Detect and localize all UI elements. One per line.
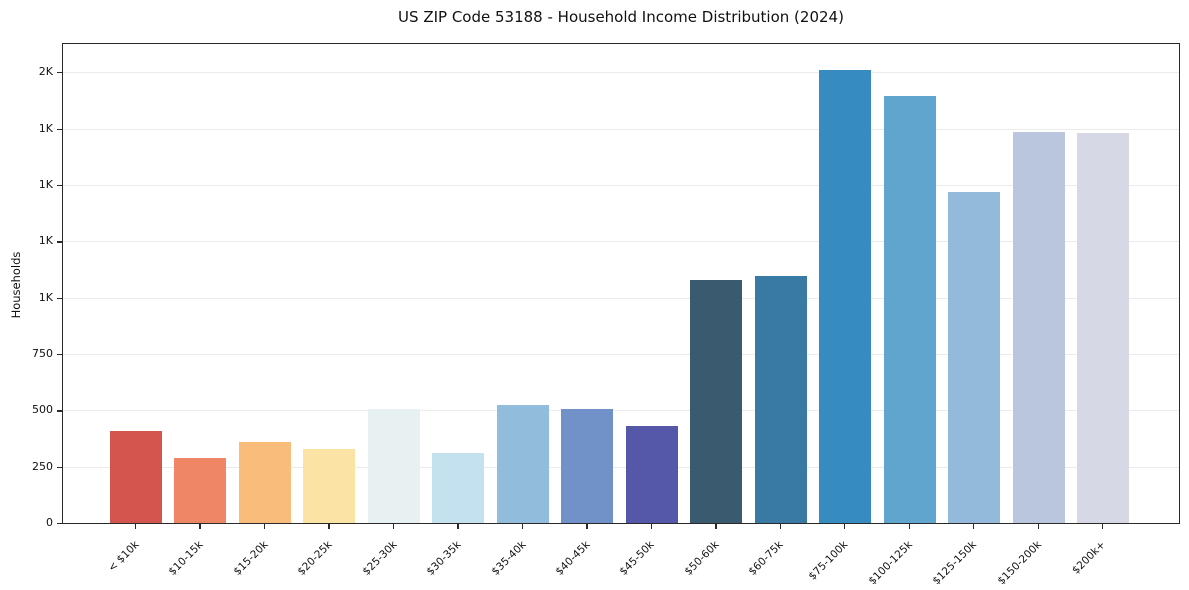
x-tick-mark bbox=[521, 524, 524, 529]
x-tick-mark bbox=[135, 524, 137, 529]
y-tick-label: 250 bbox=[32, 459, 53, 473]
bar bbox=[174, 457, 227, 523]
y-tick-label: 1K bbox=[38, 121, 53, 135]
y-tick-label: 1K bbox=[38, 177, 53, 191]
bar bbox=[690, 279, 743, 523]
x-tick-mark bbox=[973, 524, 975, 529]
chart-title: US ZIP Code 53188 - Household Income Dis… bbox=[398, 8, 844, 26]
y-tick-label: 1K bbox=[38, 290, 53, 304]
x-tick-mark bbox=[779, 524, 781, 529]
y-tick-mark bbox=[57, 241, 62, 243]
bar bbox=[883, 95, 936, 523]
x-tick-mark bbox=[844, 524, 846, 529]
x-tick-mark bbox=[715, 524, 717, 529]
gridline bbox=[63, 466, 1179, 468]
bar bbox=[496, 404, 549, 523]
bar bbox=[819, 69, 872, 523]
x-tick-label-anchor: $200k+ bbox=[884, 531, 1108, 577]
y-tick-mark bbox=[57, 128, 62, 130]
y-tick-mark bbox=[57, 523, 62, 525]
y-tick-label: 2K bbox=[38, 65, 53, 79]
bar bbox=[948, 191, 1001, 523]
y-tick-label: 750 bbox=[32, 346, 53, 360]
x-tick-mark bbox=[586, 524, 588, 529]
x-tick-label: $200k+ bbox=[1070, 538, 1109, 577]
x-tick-mark bbox=[908, 524, 910, 529]
y-tick-mark bbox=[57, 466, 62, 468]
gridline bbox=[63, 297, 1179, 299]
bar bbox=[561, 409, 614, 523]
gridline bbox=[63, 410, 1179, 412]
y-tick-mark bbox=[57, 72, 62, 74]
x-tick-mark bbox=[1102, 524, 1104, 529]
y-tick-mark bbox=[57, 297, 62, 299]
x-tick-mark bbox=[1037, 524, 1039, 529]
bar bbox=[110, 430, 162, 523]
bar bbox=[1077, 133, 1130, 523]
bar bbox=[303, 448, 356, 523]
y-tick-label: 1K bbox=[38, 234, 53, 248]
x-tick-mark bbox=[457, 524, 459, 529]
bar bbox=[238, 441, 291, 523]
y-axis-label: Households bbox=[9, 251, 23, 319]
gridline bbox=[63, 353, 1179, 355]
x-tick-mark bbox=[263, 524, 266, 529]
gridline bbox=[63, 128, 1179, 130]
y-tick-label: 500 bbox=[32, 403, 53, 417]
y-tick-mark bbox=[57, 410, 62, 412]
bar bbox=[754, 276, 807, 523]
x-tick-mark bbox=[650, 524, 653, 529]
x-tick-mark bbox=[199, 524, 201, 529]
bar bbox=[1012, 131, 1065, 523]
y-tick-label: 0 bbox=[46, 516, 53, 529]
x-tick-mark bbox=[392, 524, 395, 529]
y-tick-mark bbox=[57, 353, 62, 356]
gridline bbox=[63, 184, 1179, 186]
bar bbox=[367, 409, 420, 523]
y-tick-mark bbox=[57, 184, 62, 187]
plot-area bbox=[62, 43, 1180, 524]
gridline bbox=[63, 241, 1179, 243]
bar bbox=[432, 453, 485, 523]
gridline bbox=[63, 72, 1179, 74]
bar bbox=[625, 426, 678, 523]
x-tick-mark bbox=[328, 524, 330, 529]
